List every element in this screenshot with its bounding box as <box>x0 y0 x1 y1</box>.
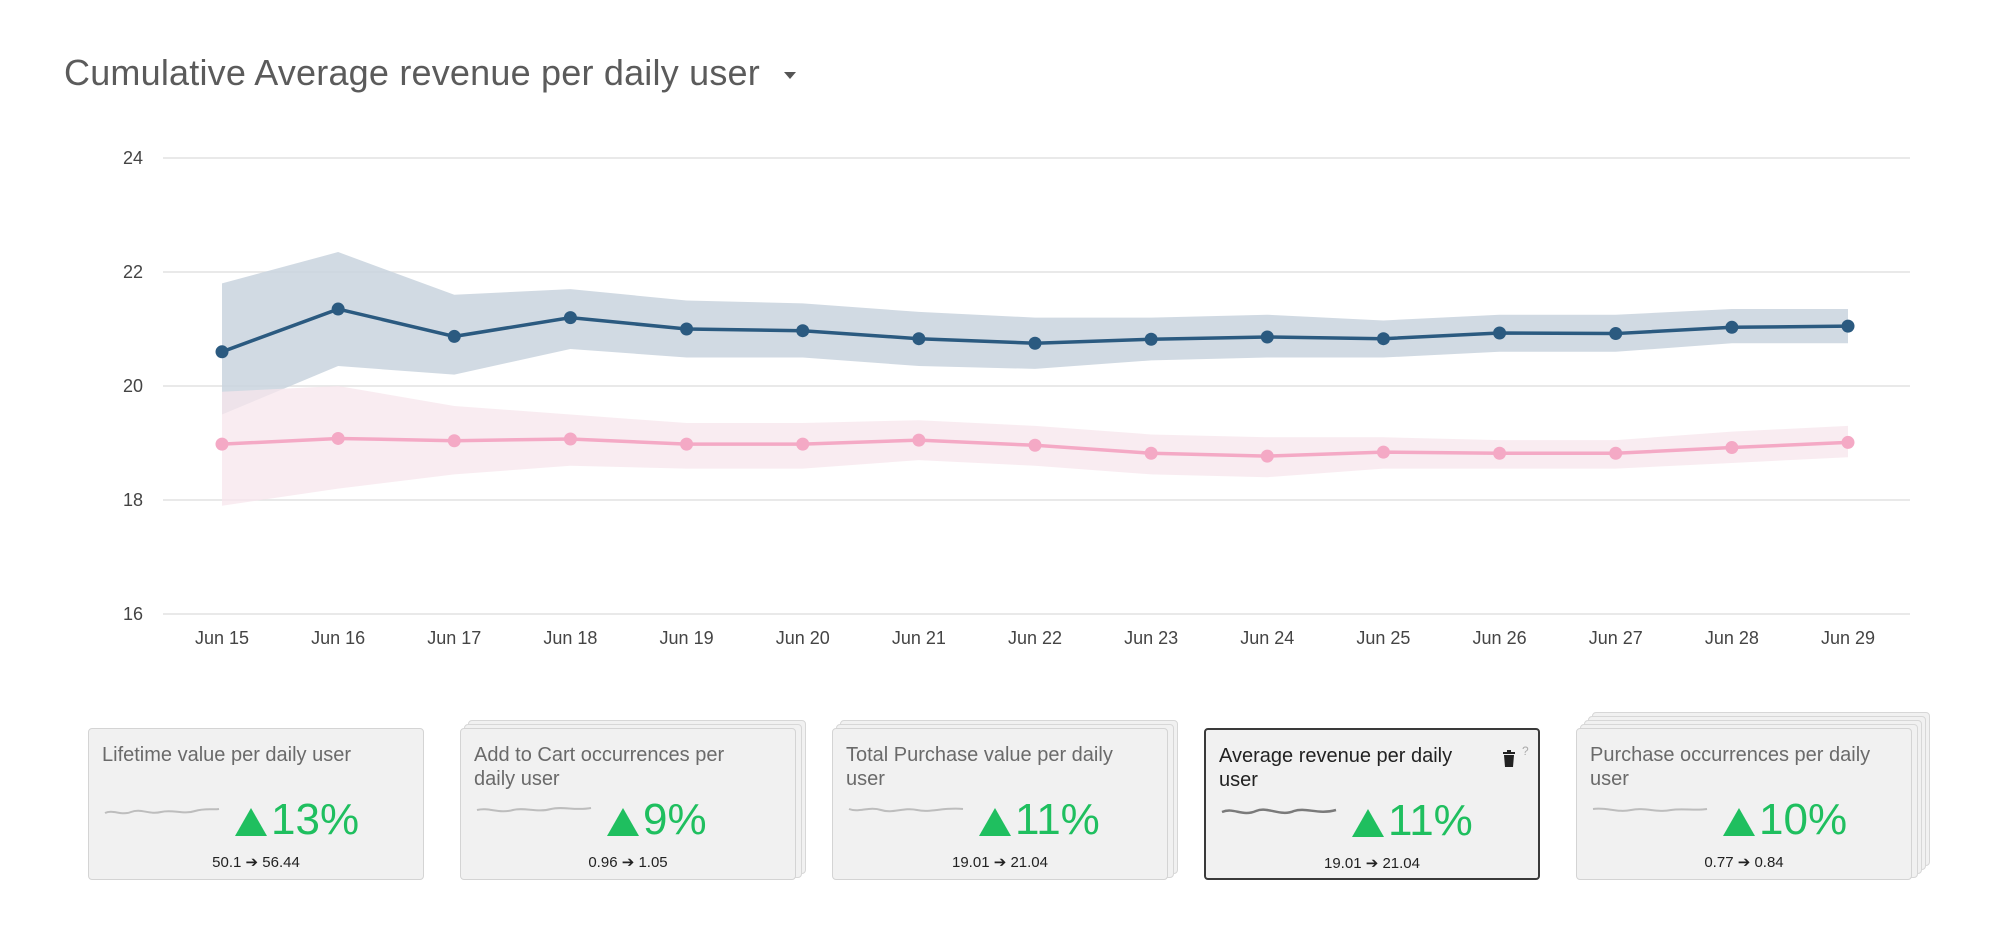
data-point <box>1493 326 1507 340</box>
data-point <box>447 434 461 448</box>
x-tick-label: Jun 16 <box>311 628 365 648</box>
data-point <box>215 437 229 451</box>
x-tick-label: Jun 17 <box>427 628 481 648</box>
percent-value: 9% <box>643 795 707 844</box>
x-tick-label: Jun 18 <box>543 628 597 648</box>
metric-card-total-purchase-value[interactable]: Total Purchase value per daily user 11% … <box>832 728 1168 880</box>
percent-change: 9% <box>607 795 707 845</box>
chart-header: Cumulative Average revenue per daily use… <box>64 52 796 94</box>
y-tick-label: 16 <box>123 604 143 624</box>
data-point <box>1028 336 1042 350</box>
sparkline-icon <box>104 808 220 815</box>
data-point <box>1376 332 1390 346</box>
data-point <box>215 345 229 359</box>
percent-value: 11% <box>1388 796 1473 845</box>
triangle-up-icon <box>235 808 267 836</box>
y-tick-label: 20 <box>123 376 143 396</box>
data-point <box>1260 449 1274 463</box>
sparkline-icon <box>1592 807 1708 812</box>
metric-card-add-to-cart[interactable]: Add to Cart occurrences per daily user 9… <box>460 728 796 880</box>
data-point <box>1841 319 1855 333</box>
data-point <box>796 437 810 451</box>
data-point <box>331 431 345 445</box>
data-point <box>912 433 926 447</box>
data-point <box>563 311 577 325</box>
data-point <box>1841 435 1855 449</box>
value-range: 19.01 ➔ 21.04 <box>952 854 1048 871</box>
data-point <box>1260 330 1274 344</box>
data-point <box>1609 327 1623 341</box>
x-tick-label: Jun 20 <box>776 628 830 648</box>
triangle-up-icon <box>979 808 1011 836</box>
data-point <box>680 437 694 451</box>
metric-card-wrap: Add to Cart occurrences per daily user 9… <box>460 720 806 888</box>
triangle-up-icon <box>607 808 639 836</box>
data-point <box>680 322 694 336</box>
metric-card-average-revenue[interactable]: Average revenue per daily user ? 11% 19.… <box>1204 728 1540 880</box>
metric-card-title: Purchase occurrences per daily user <box>1590 744 1871 790</box>
metric-card-wrap: Purchase occurrences per daily user 10% … <box>1576 712 1930 888</box>
x-tick-label: Jun 19 <box>660 628 714 648</box>
sparkline-icon <box>1221 808 1337 815</box>
percent-value: 13% <box>271 795 360 844</box>
metric-card-title: Average revenue per daily user <box>1219 745 1453 791</box>
caret-down-icon[interactable] <box>783 71 796 79</box>
metric-card-title: Total Purchase value per daily user <box>846 744 1113 790</box>
x-tick-label: Jun 22 <box>1008 628 1062 648</box>
metric-card-lifetime-value[interactable]: Lifetime value per daily user 13% 50.1 ➔… <box>88 728 424 880</box>
value-range: 19.01 ➔ 21.04 <box>1324 855 1420 872</box>
data-point <box>1144 332 1158 346</box>
percent-change: 11% <box>979 795 1100 845</box>
metric-card-title: Add to Cart occurrences per daily user <box>474 744 725 790</box>
line-chart: 24 22 20 18 16 Jun 15 Jun 16 Jun 17 Jun 18 Jun 19… <box>123 148 1910 648</box>
data-point <box>912 332 926 346</box>
x-tick-label: Jun 23 <box>1124 628 1178 648</box>
x-tick-label: Jun 27 <box>1589 628 1643 648</box>
triangle-up-icon <box>1723 808 1755 836</box>
metric-card-wrap: Average revenue per daily user ? 11% 19.… <box>1204 728 1548 888</box>
data-point <box>1144 446 1158 460</box>
value-range: 0.96 ➔ 1.05 <box>588 854 668 871</box>
data-point <box>331 302 345 316</box>
data-point <box>1725 320 1739 334</box>
confidence-band <box>222 252 1848 415</box>
x-tick-label: Jun 21 <box>892 628 946 648</box>
data-point <box>1028 438 1042 452</box>
data-point <box>1609 446 1623 460</box>
value-range: 50.1 ➔ 56.44 <box>212 854 300 871</box>
metric-card-wrap: Lifetime value per daily user 13% 50.1 ➔… <box>88 728 432 888</box>
x-tick-label: Jun 25 <box>1356 628 1410 648</box>
data-point <box>563 432 577 446</box>
y-tick-label: 22 <box>123 262 143 282</box>
x-tick-label: Jun 26 <box>1473 628 1527 648</box>
metric-card-wrap: Total Purchase value per daily user 11% … <box>832 720 1178 888</box>
trash-icon[interactable] <box>1502 750 1516 768</box>
metric-card-title: Lifetime value per daily user <box>102 744 352 766</box>
percent-value: 11% <box>1015 795 1100 844</box>
data-point <box>796 324 810 338</box>
x-tick-label: Jun 29 <box>1821 628 1875 648</box>
triangle-up-icon <box>1352 809 1384 837</box>
data-point <box>1725 441 1739 455</box>
data-point <box>1493 446 1507 460</box>
question-icon[interactable]: ? <box>1522 744 1529 758</box>
x-tick-label: Jun 24 <box>1240 628 1294 648</box>
percent-change: 11% <box>1352 796 1473 846</box>
sparkline-icon <box>476 807 592 813</box>
data-point <box>447 329 461 343</box>
value-range: 0.77 ➔ 0.84 <box>1704 854 1784 871</box>
percent-change: 13% <box>235 795 359 845</box>
percent-value: 10% <box>1759 795 1848 844</box>
metric-card-purchase-occurrences[interactable]: Purchase occurrences per daily user 10% … <box>1576 728 1912 880</box>
page-title: Cumulative Average revenue per daily use… <box>64 52 760 93</box>
x-tick-label: Jun 28 <box>1705 628 1759 648</box>
y-tick-label: 18 <box>123 490 143 510</box>
y-tick-label: 24 <box>123 148 143 168</box>
sparkline-icon <box>848 807 964 813</box>
percent-change: 10% <box>1723 795 1847 845</box>
data-point <box>1376 445 1390 459</box>
x-tick-label: Jun 15 <box>195 628 249 648</box>
